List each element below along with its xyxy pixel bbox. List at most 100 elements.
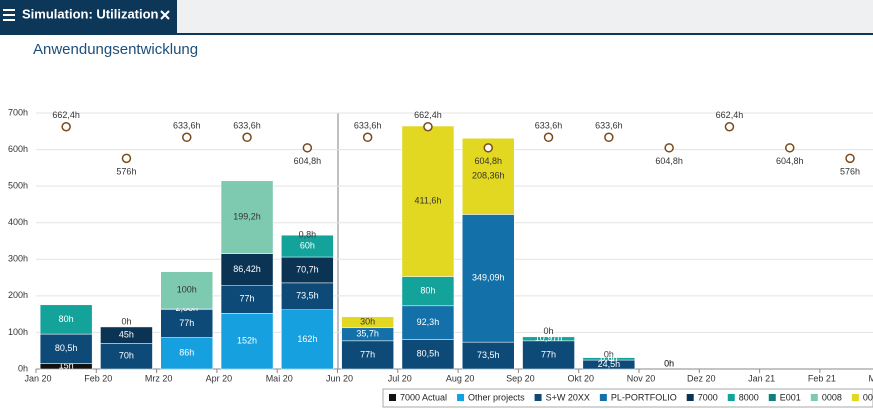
menu-icon[interactable] [3,9,15,21]
legend-label: 7000 Actual [400,392,447,402]
legend-swatch [457,394,465,401]
x-tick-label: Jul 20 [388,373,412,383]
value-label: 6,6h [600,353,618,363]
line-point [483,143,493,153]
bar-segment [341,340,394,370]
tab-underline [0,33,873,35]
legend-swatch [599,394,607,401]
bar-segment [160,271,213,309]
x-tick-label: Feb 20 [84,373,112,383]
tab-title: Simulation: Utilization [22,6,159,21]
value-label: 0h [121,316,131,326]
x-tick-label: Jan 20 [24,373,51,383]
x-tick-label: Mrz 20 [145,373,173,383]
y-tick-label: 100h [8,327,28,337]
line-point [182,132,192,143]
line-point [664,143,674,153]
bar-segment [401,339,455,370]
bar-segment [160,337,213,370]
x-tick-label: Mrz 21 [868,373,873,383]
legend-label: 8000 [739,392,759,402]
line-label: 633,6h [535,121,563,131]
bar-segment [281,256,334,284]
legend-swatch [686,394,694,401]
line-point [242,132,252,143]
legend-label: Other projects [468,392,525,402]
value-label: 15h [59,361,74,371]
value-label: 0h [664,358,674,368]
line-point [724,122,735,132]
value-label: 349,09h [472,273,505,283]
y-tick-label: 200h [8,290,28,300]
value-label: 411,6h [415,196,442,206]
line-label: 604,8h [776,156,804,166]
legend: 7000 Actual Other projects S+W 20XX PL-PORT… [382,388,873,408]
y-tick-label: 600h [8,144,28,154]
bar-segment [220,180,274,254]
value-label: 24,5h [598,359,621,369]
bar-segment [522,336,575,342]
value-label: 45h [119,330,134,340]
value-label: 30h [360,317,375,327]
value-label: 70,7h [296,264,319,274]
legend-label: 7000 [698,392,718,402]
bar-segment [100,343,153,370]
bar-segment [401,276,455,307]
line-label: 633,6h [233,121,261,131]
value-label: 73,5h [477,350,500,360]
legend-swatch [534,394,542,401]
x-tick-label: Nov 20 [627,373,656,383]
line-point [121,153,132,164]
legend-swatch [768,394,776,401]
value-label: 208,36h [472,171,505,181]
line-point [845,153,855,164]
value-label: 73,5h [296,291,319,301]
value-label: 86,42h [233,264,261,274]
y-tick-label: 500h [8,181,28,191]
chart-title: Anwendungsentwicklung [33,41,198,58]
legend-swatch [851,394,859,401]
bar-segment [220,285,274,314]
line-label: 662,4h [414,110,442,120]
value-label: 70h [119,351,134,361]
y-tick-label: 300h [8,254,28,264]
x-tick-label: Apr 20 [206,373,233,383]
x-tick-label: Dez 20 [687,373,716,383]
value-label: 199,2h [233,212,261,222]
value-label: 162h [297,334,317,344]
x-tick-label: Okt 20 [567,373,594,383]
legend-label: 000000 [863,392,873,402]
bar-segment [220,313,274,370]
line-label: 576h [116,167,136,177]
bar-segment [160,309,213,338]
close-icon[interactable] [160,10,170,20]
value-label: 152h [237,336,257,346]
value-label: 0h [604,349,614,359]
value-label: 80,5h [55,343,78,353]
line-label: 604,8h [474,156,502,166]
line-label: 576h [840,167,860,177]
line-label: 604,8h [655,156,683,166]
value-label: 0h [664,358,674,368]
value-label: 77h [240,294,255,304]
bar-segment [401,125,455,277]
line-label: 604,8h [294,156,322,166]
y-tick-label: 0h [18,363,28,373]
x-tick-label: Jan 21 [748,373,775,383]
legend-swatch [389,394,396,401]
y-tick-label: 700h [8,107,28,117]
value-label: 60h [300,240,315,250]
bar-segment [582,357,636,361]
line-label: 662,4h [716,110,744,120]
line-point [423,122,433,132]
legend-swatch [727,394,735,401]
legend-label: 0008 [822,392,842,402]
legend-label: E001 [780,392,801,402]
active-tab[interactable] [0,0,177,34]
legend-label: S+W 20XX [546,392,590,402]
value-label: 92,3h [417,317,440,327]
value-label: 10,97h [535,333,563,343]
value-label: 80h [59,314,74,324]
bar-segment [39,304,93,335]
